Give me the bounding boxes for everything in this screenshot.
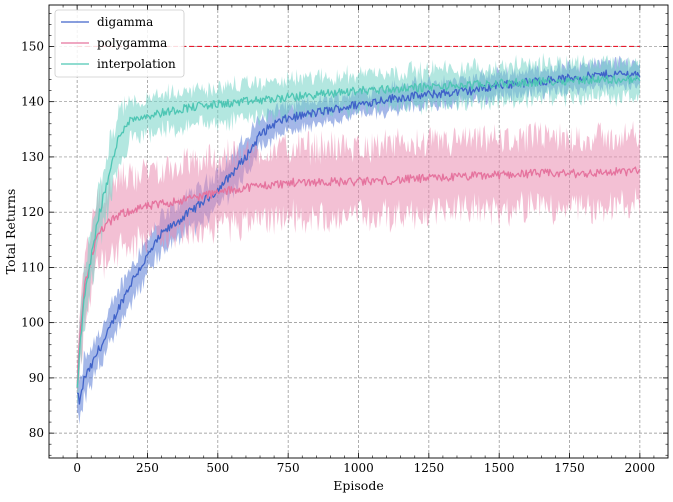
tick-labels: 0 250 500 750 1000 1250 1500 1750 2000 80 90 100 110… (21, 39, 655, 475)
x-tick-label: 1750 (554, 461, 585, 475)
legend-label-digamma: digamma (97, 15, 153, 29)
polygamma-line (76, 166, 641, 389)
x-tick-label: 1250 (414, 461, 445, 475)
x-tick-label: 1500 (484, 461, 515, 475)
x-axis-label: Episode (333, 478, 383, 493)
y-tick-label: 110 (21, 260, 44, 274)
axis-ticks (49, 5, 668, 458)
y-axis-label: Total Returns (3, 189, 18, 275)
variance-bands (77, 52, 640, 425)
x-tick-label: 500 (206, 461, 229, 475)
interpolation-band (77, 52, 640, 405)
legend-label-interpolation: interpolation (97, 57, 176, 71)
y-tick-label: 130 (21, 150, 44, 164)
interpolation-line (76, 74, 641, 388)
y-tick-label: 120 (21, 205, 44, 219)
y-tick-label: 140 (21, 95, 44, 109)
y-tick-label: 80 (29, 426, 44, 440)
legend-label-polygamma: polygamma (97, 36, 167, 50)
series-lines (76, 69, 641, 405)
x-tick-label: 0 (73, 461, 81, 475)
x-tick-label: 750 (277, 461, 300, 475)
legend: digamma polygamma interpolation (54, 9, 185, 78)
y-tick-label: 150 (21, 39, 44, 53)
y-tick-label: 100 (21, 316, 44, 330)
legend-box (54, 9, 185, 78)
y-tick-label: 90 (29, 371, 44, 385)
x-tick-label: 250 (136, 461, 159, 475)
x-tick-label: 2000 (625, 461, 656, 475)
x-tick-label: 1000 (343, 461, 374, 475)
digamma-line (76, 69, 641, 405)
